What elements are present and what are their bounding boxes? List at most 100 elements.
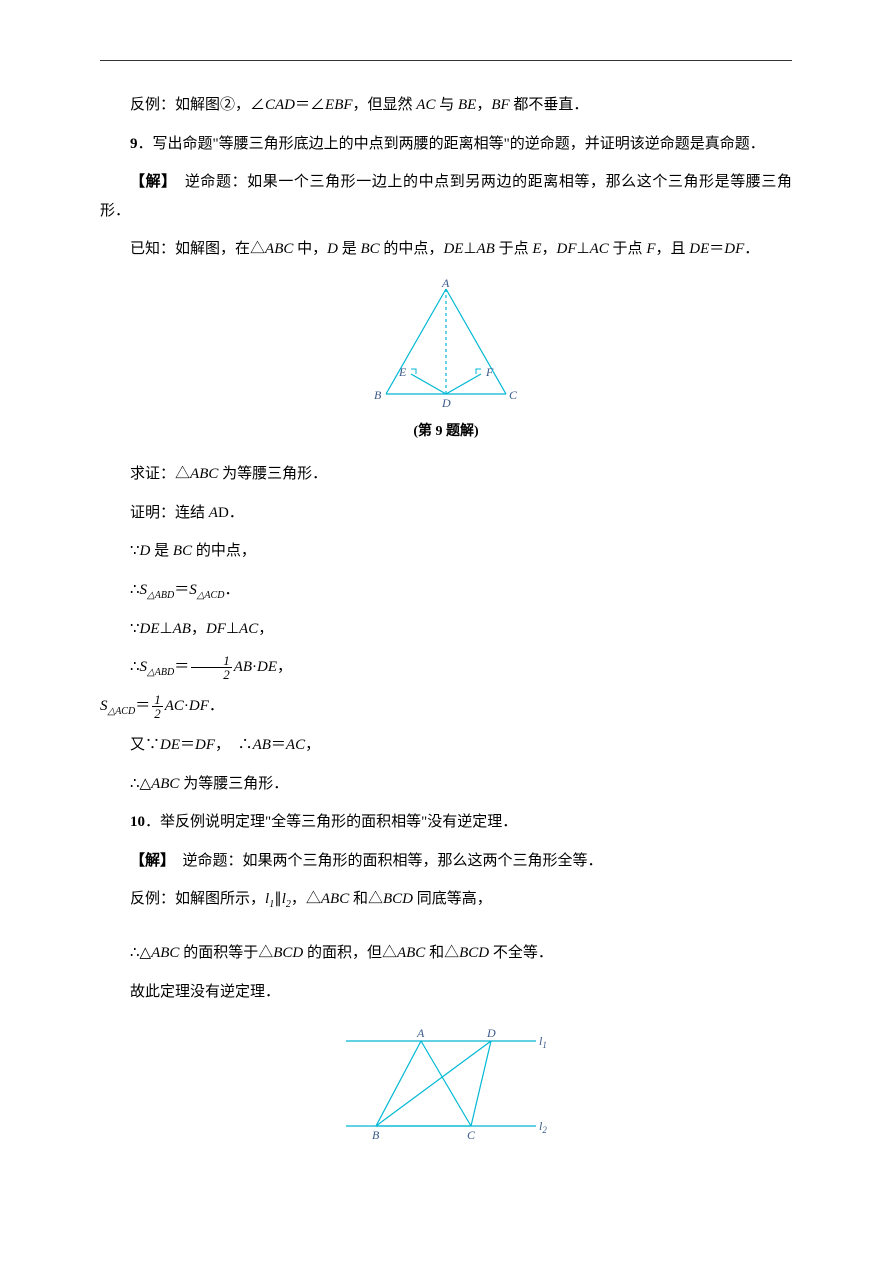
text: ，但显然	[353, 97, 417, 113]
s: S	[100, 698, 108, 714]
comma: ，	[305, 737, 320, 753]
perp: ⊥	[463, 241, 476, 257]
abc: ABC	[190, 466, 218, 482]
s: S	[189, 582, 197, 598]
figure-9-container: ABCDEF	[100, 279, 792, 409]
df: DF	[557, 241, 577, 257]
abc: ABC	[151, 945, 179, 961]
q9-conclusion: ∴△ABC 为等腰三角形．	[100, 770, 792, 799]
df: DF	[189, 698, 209, 714]
df: DF	[195, 737, 215, 753]
therefore: ∴	[130, 582, 140, 598]
q9-therefore-area-equal: ∴S△ABD＝S△ACD．	[100, 576, 792, 605]
q9-given: 已知：如解图，在△ABC 中，D 是 BC 的中点，DE⊥AB 于点 E，DF⊥…	[100, 235, 792, 264]
q9-proof-connect: 证明：连结 AD．	[100, 499, 792, 528]
top-rule	[100, 60, 792, 61]
angle-cad: CAD	[265, 97, 295, 113]
svg-text:C: C	[467, 1128, 476, 1141]
de: DE	[443, 241, 463, 257]
q10-text: ．举反例说明定理"全等三角形的面积相等"没有逆定理．	[145, 814, 517, 830]
t: 是	[150, 543, 173, 559]
inverse-proposition: 逆命题：如果一个三角形一边上的中点到另两边的距离相等，那么这个三角形是等腰三角形…	[100, 174, 792, 219]
t: 于点	[609, 241, 647, 257]
eq: ＝	[174, 659, 189, 675]
q9-text: ．写出命题"等腰三角形底边上的中点到两腰的距离相等"的逆命题，并证明该逆命题是真…	[138, 136, 765, 152]
ab: AB	[477, 241, 495, 257]
q10-counterexample: 反例：如解图所示，l1∥l2，△ABC 和△BCD 同底等高，	[100, 885, 792, 914]
perp: ⊥	[226, 621, 239, 637]
bc: BC	[173, 543, 192, 559]
q10-conclusion: ∴△ABC 的面积等于△BCD 的面积，但△ABC 和△BCD 不全等．	[100, 939, 792, 968]
a: A	[209, 505, 218, 521]
t: 为等腰三角形．	[218, 466, 327, 482]
svg-text:C: C	[509, 388, 518, 402]
eq: ＝∠	[295, 97, 325, 113]
comma: ，	[258, 621, 273, 637]
t: 是	[338, 241, 361, 257]
p: ．	[209, 698, 224, 714]
figure-9-triangle: ABCDEF	[356, 279, 536, 409]
df: DF	[206, 621, 226, 637]
q10-number: 10	[130, 814, 145, 830]
text: 反例：如解图②，∠	[130, 97, 265, 113]
sub: △ABD	[147, 667, 174, 678]
t: 逆命题：如果两个三角形的面积相等，那么这两个三角形全等．	[168, 853, 603, 869]
ac: AC	[239, 621, 258, 637]
text: 与	[435, 97, 458, 113]
t: 不全等．	[489, 945, 553, 961]
svg-text:D: D	[441, 396, 451, 409]
eq: ＝	[135, 698, 150, 714]
therefore: ∴	[238, 737, 253, 753]
ab: AB	[234, 659, 252, 675]
angle-ebf: EBF	[325, 97, 353, 113]
t: 为等腰三角形．	[179, 776, 288, 792]
q9-number: 9	[130, 136, 138, 152]
bcd: BCD	[383, 891, 413, 907]
bcd: BCD	[459, 945, 489, 961]
figure-10-container: ADBCl1l2	[100, 1021, 792, 1141]
t: 于点	[495, 241, 533, 257]
svg-text:B: B	[372, 1128, 380, 1141]
proof-label: 证明：	[130, 505, 175, 521]
de: DE	[257, 659, 277, 675]
de: DE	[689, 241, 709, 257]
t: 和△	[349, 891, 383, 907]
ac: AC	[286, 737, 305, 753]
svg-text:A: A	[441, 279, 450, 290]
solution-label: 【解】	[130, 174, 169, 190]
p: ．	[229, 505, 244, 521]
question-10: 10．举反例说明定理"全等三角形的面积相等"没有逆定理．	[100, 808, 792, 837]
t: 同底等高，	[413, 891, 492, 907]
eq: ＝	[180, 737, 195, 753]
ac: AC	[165, 698, 184, 714]
d: D	[140, 543, 151, 559]
svg-text:l2: l2	[539, 1119, 547, 1135]
question-9: 9．写出命题"等腰三角形底边上的中点到两腰的距离相等"的逆命题，并证明该逆命题是…	[100, 130, 792, 159]
s: S	[140, 582, 148, 598]
t: 的面积等于△	[179, 945, 273, 961]
parallel: ∥	[274, 891, 282, 907]
bcd: BCD	[273, 945, 303, 961]
sub-acd: △ACD	[197, 590, 225, 601]
ab: AB	[253, 737, 271, 753]
therefore: ∴△	[130, 776, 151, 792]
bc: BC	[361, 241, 380, 257]
q9-area-acd: S△ACD＝12AC·DF．	[100, 692, 792, 721]
because: ∵	[130, 543, 140, 559]
t: 中，	[293, 241, 327, 257]
t: ，△	[291, 891, 321, 907]
abc: ABC	[321, 891, 349, 907]
t: △	[175, 466, 190, 482]
t: 连结	[175, 505, 209, 521]
q10-solution: 【解】 逆命题：如果两个三角形的面积相等，那么这两个三角形全等．	[100, 847, 792, 876]
abc: ABC	[397, 945, 425, 961]
svg-text:E: E	[398, 365, 407, 379]
abc: ABC	[265, 241, 293, 257]
because: ∵	[130, 621, 140, 637]
abc: ABC	[151, 776, 179, 792]
comma: ，	[542, 241, 557, 257]
solution-label: 【解】	[130, 853, 168, 869]
q9-therefore-area-abd: ∴S△ABD＝12AB·DE，	[100, 653, 792, 682]
p: ．	[744, 241, 759, 257]
q9-prove: 求证：△ABC 为等腰三角形．	[100, 460, 792, 489]
